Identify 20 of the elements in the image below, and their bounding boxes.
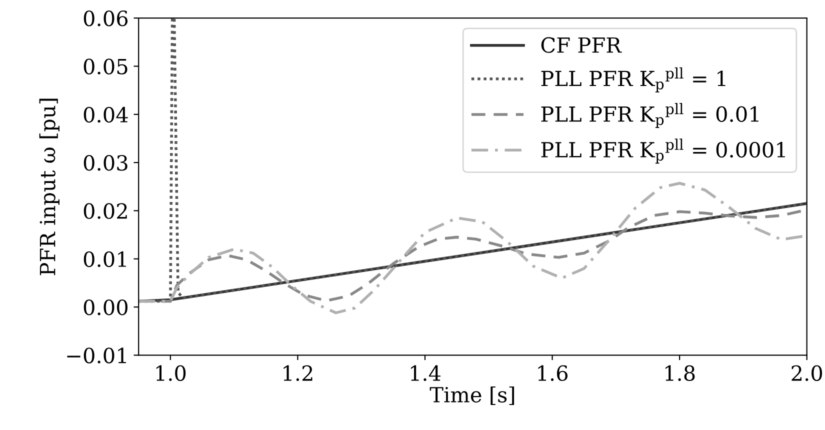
x-tick-label: 1.6: [538, 365, 568, 382]
x-axis-title: Time [s]: [430, 386, 514, 406]
legend-label: PLL PFR K$_{p}$$^{pll}$ = 1: [541, 67, 726, 92]
y-tick-label: 0.06: [84, 10, 128, 26]
x-tick-label: 2.0: [792, 365, 822, 382]
y-tick-label: 0.00: [84, 299, 128, 316]
x-tick-label: 1.0: [156, 365, 186, 382]
y-tick-label: 0.01: [84, 251, 126, 268]
y-tick-label: −0.01: [67, 348, 126, 364]
x-tick-label: 1.8: [666, 365, 695, 382]
y-axis-title: PFR input ω [pu]: [39, 98, 60, 276]
x-tick-label: 1.2: [284, 365, 312, 382]
y-tick-label: 0.05: [84, 58, 128, 74]
legend-label: PLL PFR K$_{p}$$^{pll}$ = 0.0001: [541, 138, 785, 164]
y-tick-label: 0.04: [84, 106, 128, 123]
legend-label: PLL PFR K$_{p}$$^{pll}$ = 0.01: [541, 103, 758, 128]
y-tick-label: 0.03: [84, 154, 128, 171]
y-tick-label: 0.02: [84, 203, 127, 219]
x-tick-label: 1.4: [410, 365, 441, 382]
legend-label: CF PFR: [541, 37, 622, 53]
